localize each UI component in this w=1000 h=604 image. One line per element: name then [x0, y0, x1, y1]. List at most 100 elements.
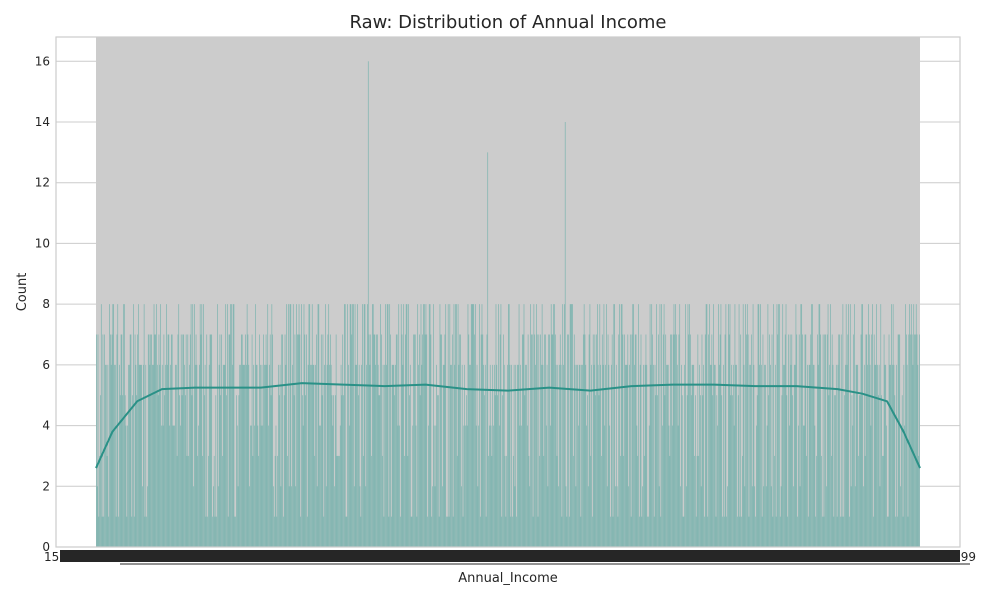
histogram-bar	[160, 304, 161, 547]
histogram-bar	[845, 364, 846, 547]
histogram-bar	[531, 334, 533, 547]
histogram-bar	[430, 334, 432, 547]
histogram-bar	[355, 364, 357, 547]
histogram-bar	[842, 304, 844, 547]
histogram-bar	[702, 395, 704, 547]
histogram-bar	[606, 304, 607, 547]
histogram-bar	[589, 304, 591, 547]
histogram-bar	[371, 455, 372, 547]
histogram-bar	[159, 364, 161, 547]
histogram-bar	[831, 455, 832, 547]
histogram-bar	[681, 364, 682, 547]
histogram-bar	[379, 395, 381, 547]
histogram-bar	[468, 334, 470, 547]
histogram-bar	[128, 364, 129, 547]
histogram-bar	[525, 364, 526, 547]
histogram-bar	[779, 516, 781, 547]
histogram-bar	[767, 304, 769, 547]
histogram-bar	[676, 364, 678, 547]
histogram-bar	[631, 334, 633, 547]
histogram-bar	[157, 395, 159, 547]
histogram-bar	[841, 516, 843, 547]
histogram-bar	[572, 304, 573, 547]
histogram-bar	[582, 334, 584, 547]
histogram-bar	[447, 304, 449, 547]
histogram-bar	[245, 334, 246, 547]
histogram-bar	[524, 395, 526, 547]
histogram-bar	[839, 334, 840, 547]
histogram-bar	[755, 516, 756, 547]
histogram-bar	[508, 304, 509, 547]
histogram-bar	[404, 455, 405, 547]
histogram-bar	[485, 516, 487, 547]
histogram-bar	[399, 425, 400, 547]
histogram-bar	[852, 425, 854, 547]
histogram-bar	[227, 304, 228, 547]
histogram-bar	[110, 334, 111, 547]
histogram-bar	[845, 304, 847, 547]
histogram-bar	[854, 304, 855, 547]
histogram-bar	[857, 364, 859, 547]
histogram-bar	[800, 304, 802, 547]
histogram-bar	[217, 304, 218, 547]
histogram-bar	[788, 334, 789, 547]
histogram-bar	[169, 425, 171, 547]
histogram-bar	[535, 364, 536, 547]
histogram-bar	[273, 486, 274, 547]
histogram-bar	[494, 395, 496, 547]
histogram-bar	[727, 486, 728, 547]
histogram-bar	[714, 364, 715, 547]
histogram-bar	[918, 455, 920, 547]
histogram-bar	[838, 334, 840, 547]
histogram-bar	[587, 486, 589, 547]
histogram-bar	[351, 334, 353, 547]
histogram-bar	[249, 486, 250, 547]
histogram-bar	[267, 304, 269, 547]
histogram-bar	[374, 334, 376, 547]
histogram-bar	[805, 334, 807, 547]
histogram-bar	[725, 304, 727, 547]
histogram-bar	[173, 425, 175, 547]
histogram-bar	[827, 304, 829, 547]
histogram-bar	[625, 364, 626, 547]
histogram-bar	[771, 334, 773, 547]
histogram-bar	[770, 364, 771, 547]
histogram-bar	[103, 516, 105, 547]
histogram-bar	[711, 334, 713, 547]
histogram-bar	[543, 455, 545, 547]
histogram-bar	[508, 304, 510, 547]
histogram-bar	[850, 486, 852, 547]
histogram-bar	[793, 364, 795, 547]
histogram-bar	[853, 334, 854, 547]
histogram-bar	[677, 425, 679, 547]
histogram-bar	[105, 364, 106, 547]
histogram-bar	[415, 425, 417, 547]
histogram-bar	[616, 486, 618, 547]
histogram-bar	[487, 152, 489, 547]
histogram-bar	[367, 61, 369, 548]
histogram-bar	[221, 334, 222, 547]
histogram-bar	[561, 516, 563, 547]
histogram-bar	[871, 334, 873, 547]
histogram-bar	[554, 334, 556, 547]
histogram-bar	[236, 395, 237, 547]
histogram-bar	[188, 455, 189, 547]
histogram-bar	[719, 334, 721, 547]
histogram-bar	[342, 334, 344, 547]
histogram-bar	[801, 304, 803, 547]
histogram-bar	[821, 516, 823, 547]
histogram-bar	[339, 425, 341, 547]
histogram-bar	[779, 304, 780, 547]
histogram-bar	[540, 364, 542, 547]
histogram-bar	[135, 364, 137, 547]
histogram-bar	[230, 304, 231, 547]
y-tick-label: 0	[42, 540, 50, 554]
histogram-bar	[282, 334, 283, 547]
histogram-bar	[645, 334, 647, 547]
histogram-bar	[916, 334, 918, 547]
histogram-bar	[796, 334, 798, 547]
histogram-bar	[479, 304, 480, 547]
histogram-bar	[423, 304, 425, 547]
histogram-bar	[116, 334, 118, 547]
